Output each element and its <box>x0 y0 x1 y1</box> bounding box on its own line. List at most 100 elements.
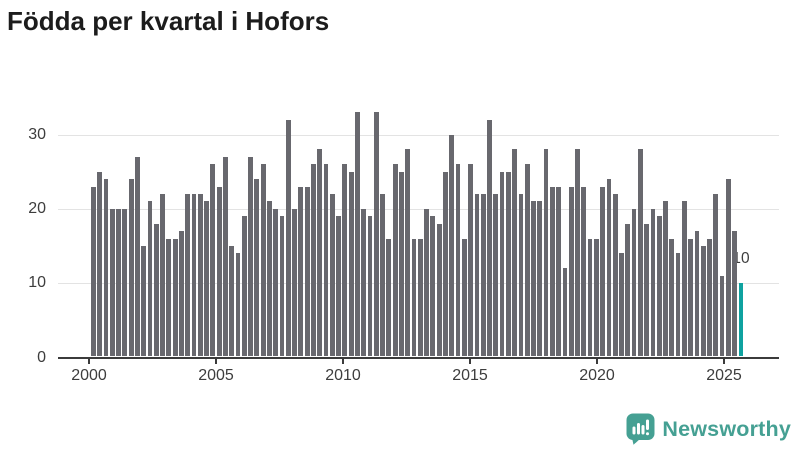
bar <box>235 253 241 357</box>
bar <box>317 149 323 357</box>
bar <box>688 238 694 357</box>
bar <box>254 179 260 357</box>
bar <box>122 208 128 357</box>
bar <box>468 164 474 357</box>
x-tick-mark <box>469 359 471 364</box>
x-tick-label: 2020 <box>579 367 615 384</box>
x-tick-label: 2010 <box>325 367 361 384</box>
bar <box>336 216 341 357</box>
bar <box>373 112 379 357</box>
bar <box>260 164 266 357</box>
bar <box>135 156 140 357</box>
x-tick-mark <box>215 359 217 364</box>
y-tick-label: 20 <box>28 199 46 217</box>
bar <box>399 171 404 357</box>
bar <box>606 179 612 357</box>
bar <box>229 246 235 357</box>
bar <box>493 193 499 357</box>
bar <box>285 119 291 357</box>
bar <box>172 238 178 357</box>
bar <box>97 171 103 357</box>
bar <box>556 186 562 357</box>
bar <box>223 156 228 357</box>
bar <box>241 216 247 357</box>
bar <box>329 193 335 357</box>
bar <box>600 186 606 357</box>
bar <box>197 193 203 357</box>
chart-title: Födda per kvartal i Hofors <box>7 6 330 36</box>
bar <box>109 208 115 357</box>
bar <box>537 201 543 357</box>
bar <box>644 223 650 357</box>
bar <box>713 193 719 357</box>
bar <box>417 238 423 357</box>
bar <box>191 193 197 357</box>
bar <box>625 223 631 357</box>
x-tick-mark <box>596 359 598 364</box>
bar <box>279 216 285 357</box>
x-tick-mark <box>723 359 725 364</box>
bar <box>461 238 467 357</box>
bar <box>386 238 392 357</box>
bar <box>147 201 153 357</box>
bar <box>700 246 706 357</box>
bar <box>619 253 624 357</box>
bar <box>518 193 524 357</box>
x-tick-label: 2015 <box>452 367 488 384</box>
bar <box>380 193 385 357</box>
bar <box>669 238 675 357</box>
bar <box>424 208 429 357</box>
bar <box>474 193 480 357</box>
bar <box>298 186 304 357</box>
bar <box>707 238 712 357</box>
bar <box>166 238 172 357</box>
bar <box>443 171 448 357</box>
bar <box>656 216 662 357</box>
bar <box>593 238 599 357</box>
x-tick-label: 2025 <box>706 367 742 384</box>
bar <box>499 171 505 357</box>
bar <box>210 164 216 357</box>
bar <box>531 201 536 357</box>
y-tick-label: 30 <box>28 125 46 143</box>
bar <box>725 179 731 357</box>
bar <box>430 216 436 357</box>
bar <box>562 268 568 357</box>
bar <box>681 201 687 357</box>
bar <box>342 164 348 357</box>
bar <box>524 164 530 357</box>
bar <box>216 186 222 357</box>
bar <box>663 201 668 357</box>
bar <box>405 149 411 357</box>
newsworthy-logo: Newsworthy <box>626 413 791 445</box>
bar <box>505 171 511 357</box>
bar <box>732 231 738 357</box>
bar <box>581 186 587 357</box>
bar <box>455 164 461 357</box>
bar <box>160 193 165 357</box>
x-tick-mark <box>342 359 344 364</box>
bar <box>304 186 310 357</box>
bar <box>103 179 109 357</box>
bar <box>637 149 643 357</box>
bar <box>273 208 279 357</box>
y-tick-label: 10 <box>28 274 46 292</box>
highlighted-bar <box>738 283 744 357</box>
x-axis-line <box>58 356 779 359</box>
gridline-y20 <box>58 208 779 210</box>
bar <box>650 208 656 357</box>
bar <box>141 246 147 357</box>
bar <box>355 112 360 357</box>
bar <box>568 186 574 357</box>
bar <box>612 193 618 357</box>
bar <box>549 186 555 357</box>
bar <box>411 238 417 357</box>
bar <box>311 164 316 357</box>
bar <box>248 156 253 357</box>
bar <box>361 208 367 357</box>
bar <box>480 193 486 357</box>
bar <box>153 223 159 357</box>
bar <box>719 275 725 357</box>
bar <box>128 179 134 357</box>
